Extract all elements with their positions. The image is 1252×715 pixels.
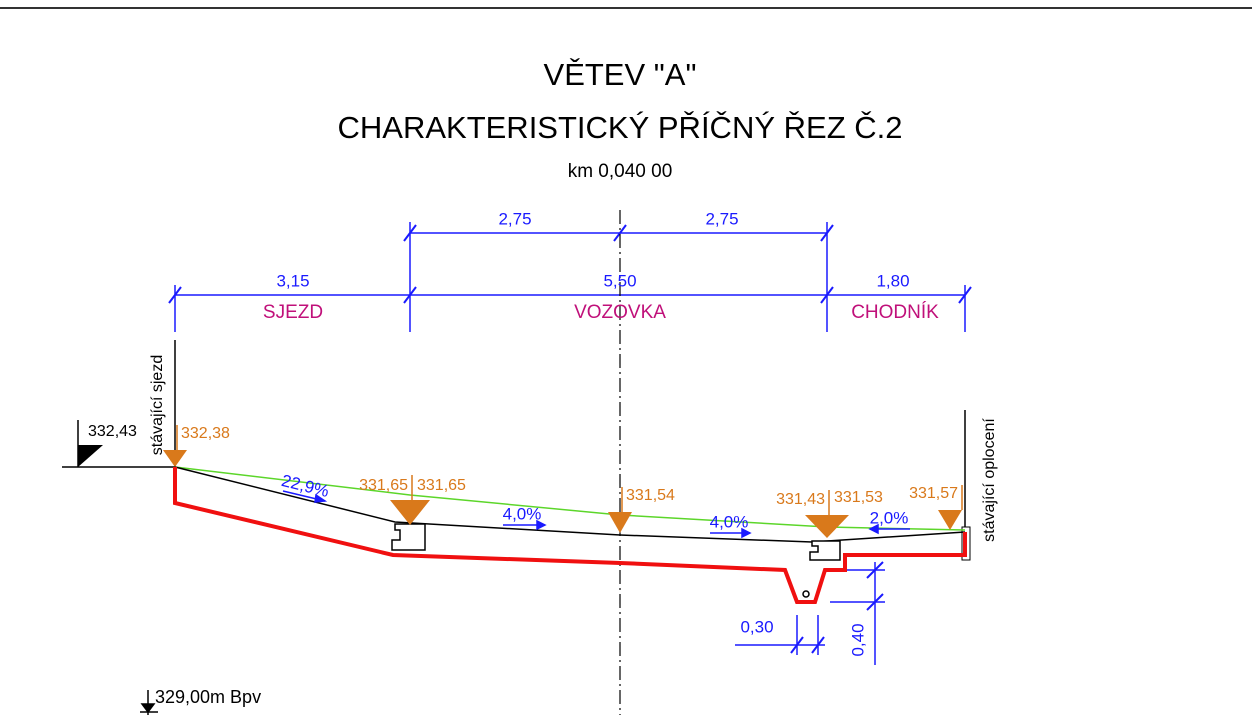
note: stávající sjezd <box>149 355 166 455</box>
elevation: 331,65 <box>359 477 408 494</box>
section-label: SJEZD <box>263 302 323 323</box>
elevation: 331,54 <box>626 487 675 504</box>
dimension: 2,75 <box>498 209 531 228</box>
dimension: 2,75 <box>705 209 738 228</box>
slope: 4,0% <box>710 512 749 531</box>
elevation: 331,43 <box>776 491 825 508</box>
subgrade <box>173 467 967 604</box>
station: km 0,040 00 <box>568 161 673 182</box>
dimension: 3,15 <box>276 271 309 290</box>
dimension: 5,50 <box>603 271 636 290</box>
datum-symbol <box>140 690 158 715</box>
elevation: 332,38 <box>181 425 230 442</box>
dimension: 0,40 <box>848 623 867 656</box>
elevation: 331,65 <box>417 477 466 494</box>
dimension: 0,30 <box>740 617 773 636</box>
elevation: 331,53 <box>834 489 883 506</box>
datum: 329,00m Bpv <box>155 687 261 707</box>
dimension: 1,80 <box>876 271 909 290</box>
slope-arrows <box>282 490 910 539</box>
surface <box>174 466 966 543</box>
elevation: 331,57 <box>909 485 958 502</box>
curb <box>391 523 841 598</box>
section-label: CHODNÍK <box>851 302 939 323</box>
slope: 4,0% <box>503 504 542 523</box>
note: stávající oplocení <box>981 418 998 542</box>
title: VĚTEV "A" <box>544 57 697 92</box>
section-label: VOZOVKA <box>574 302 666 323</box>
level-leaders <box>176 425 963 515</box>
title: CHARAKTERISTICKÝ PŘÍČNÝ ŘEZ Č.2 <box>338 110 903 145</box>
dimension-lines <box>168 222 972 665</box>
slope: 2,0% <box>870 508 909 527</box>
ground-level: 332,43 <box>88 423 137 440</box>
level-markers <box>163 450 962 538</box>
